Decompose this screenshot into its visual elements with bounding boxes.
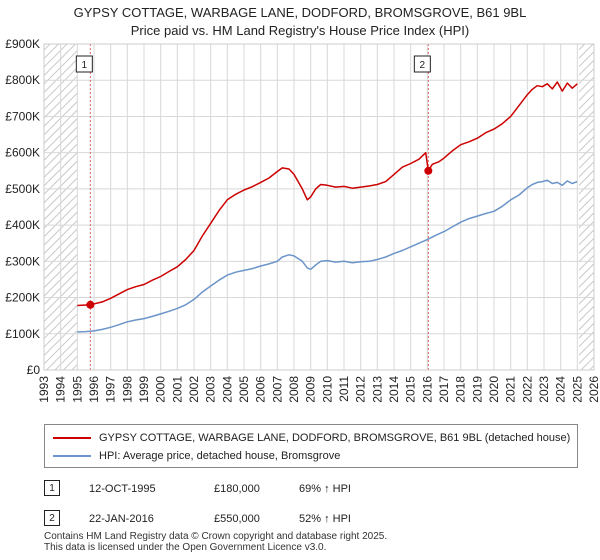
x-tick-label: 1998 bbox=[120, 376, 134, 403]
x-tick-label: 2009 bbox=[304, 376, 318, 403]
x-tick-label: 2019 bbox=[470, 376, 484, 403]
y-tick-label: £300K bbox=[5, 254, 40, 268]
y-tick-label: £400K bbox=[5, 218, 40, 232]
x-tick-label: 1997 bbox=[104, 376, 118, 403]
x-tick-label: 2008 bbox=[287, 376, 301, 403]
x-tick-label: 1999 bbox=[137, 376, 151, 403]
legend-label-property: GYPSY COTTAGE, WARBAGE LANE, DODFORD, BR… bbox=[99, 432, 571, 444]
x-tick-label: 2023 bbox=[537, 376, 551, 403]
sale-point bbox=[424, 166, 433, 175]
y-tick-label: £900K bbox=[5, 37, 40, 51]
x-tick-label: 2010 bbox=[320, 376, 334, 403]
legend-label-hpi: HPI: Average price, detached house, Brom… bbox=[99, 450, 341, 462]
sale-row: 1 12-OCT-1995 £180,000 69% ↑ HPI bbox=[44, 474, 584, 504]
x-tick-label: 1996 bbox=[87, 376, 101, 403]
sale-number-badge: 1 bbox=[44, 480, 60, 496]
x-tick-label: 2025 bbox=[570, 376, 584, 403]
x-tick-label: 2014 bbox=[387, 376, 401, 403]
hpi-line bbox=[77, 179, 578, 333]
x-tick-label: 1993 bbox=[37, 376, 51, 403]
x-tick-label: 2016 bbox=[420, 376, 434, 403]
sale-marker-badge bbox=[413, 55, 431, 73]
sale-row: 2 22-JAN-2016 £550,000 52% ↑ HPI bbox=[44, 504, 584, 534]
legend: GYPSY COTTAGE, WARBAGE LANE, DODFORD, BR… bbox=[44, 424, 578, 468]
sale-price: £550,000 bbox=[214, 513, 260, 525]
x-tick-label: 2003 bbox=[204, 376, 218, 403]
x-tick-label: 2004 bbox=[220, 376, 234, 403]
y-tick-label: £800K bbox=[5, 73, 40, 87]
sale-price: £180,000 bbox=[214, 483, 260, 495]
plot-frame bbox=[43, 43, 595, 371]
x-tick-label: 2007 bbox=[270, 376, 284, 403]
x-tick-label: 2026 bbox=[587, 376, 600, 403]
x-tick-label: 2005 bbox=[237, 376, 251, 403]
hatched-region bbox=[579, 44, 594, 370]
x-tick-label: 2001 bbox=[170, 376, 184, 403]
sale-date: 22-JAN-2016 bbox=[89, 513, 154, 525]
x-tick-label: 2015 bbox=[404, 376, 418, 403]
sale-marker-badge bbox=[75, 55, 93, 73]
sale-marker-label: 2 bbox=[420, 60, 426, 71]
property-price-line bbox=[77, 81, 578, 307]
x-tick-label: 2018 bbox=[454, 376, 468, 403]
y-tick-label: £100K bbox=[5, 327, 40, 341]
sale-hpi-change: 69% ↑ HPI bbox=[299, 483, 351, 495]
x-tick-label: 2024 bbox=[554, 376, 568, 403]
y-tick-label: £200K bbox=[5, 291, 40, 305]
x-tick-label: 2013 bbox=[370, 376, 384, 403]
x-tick-label: 2022 bbox=[520, 376, 534, 403]
footer: Contains HM Land Registry data © Crown c… bbox=[44, 531, 387, 553]
chart-title-line2: Price paid vs. HM Land Registry's House … bbox=[130, 23, 470, 38]
legend-swatch-hpi bbox=[53, 455, 91, 457]
x-tick-label: 2002 bbox=[187, 376, 201, 403]
sale-point bbox=[86, 300, 95, 309]
y-tick-label: £500K bbox=[5, 182, 40, 196]
footer-licence: This data is licensed under the Open Gov… bbox=[44, 542, 327, 553]
x-tick-label: 2000 bbox=[154, 376, 168, 403]
sale-date: 12-OCT-1995 bbox=[89, 483, 156, 495]
legend-swatch-property bbox=[53, 437, 91, 439]
x-tick-label: 2021 bbox=[504, 376, 518, 403]
y-tick-label: £700K bbox=[5, 109, 40, 123]
sale-number-badge: 2 bbox=[44, 510, 60, 526]
chart-title-line1: GYPSY COTTAGE, WARBAGE LANE, DODFORD, BR… bbox=[73, 5, 527, 20]
x-tick-label: 1994 bbox=[54, 376, 68, 403]
x-tick-label: 1995 bbox=[70, 376, 84, 403]
x-tick-label: 2020 bbox=[487, 376, 501, 403]
x-tick-label: 2011 bbox=[337, 376, 351, 402]
sales-table: 1 12-OCT-1995 £180,000 69% ↑ HPI 2 22-JA… bbox=[44, 474, 584, 534]
price-chart: £0 £100K £200K £300K £400K £500K £600K £700K £80… bbox=[5, 37, 600, 403]
y-tick-label: £0 bbox=[27, 363, 41, 377]
footer-copyright: Contains HM Land Registry data © Crown c… bbox=[44, 531, 388, 542]
x-tick-label: 2006 bbox=[254, 376, 268, 403]
sale-marker-label: 1 bbox=[82, 60, 88, 71]
x-tick-label: 2012 bbox=[354, 376, 368, 403]
sale-hpi-change: 52% ↑ HPI bbox=[299, 513, 351, 525]
x-tick-label: 2017 bbox=[437, 376, 451, 403]
y-tick-label: £600K bbox=[5, 146, 40, 160]
